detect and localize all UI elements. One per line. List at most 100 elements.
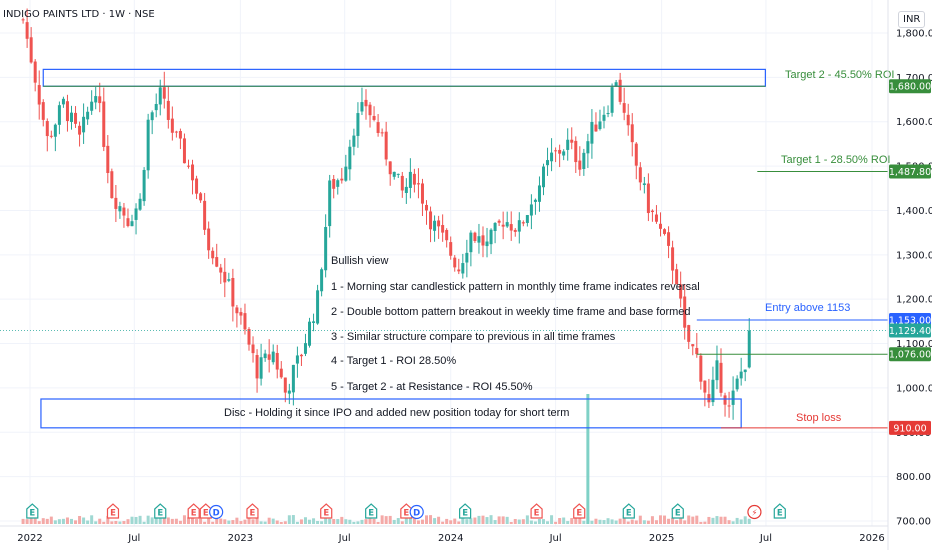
candle-body <box>138 198 142 210</box>
volume-bar <box>41 518 45 524</box>
candle-body <box>199 193 203 201</box>
volume-bar <box>425 515 429 524</box>
volume-bar <box>574 518 578 524</box>
volume-bar <box>719 516 723 524</box>
marker-shape <box>26 503 39 519</box>
volume-bar <box>203 521 207 524</box>
candle-body <box>279 368 283 378</box>
volume-bar <box>312 518 316 524</box>
volume-bar <box>53 520 57 524</box>
candle-body <box>614 82 618 87</box>
candle-body <box>259 357 263 379</box>
volume-bar <box>658 515 662 524</box>
volume-bar <box>215 518 219 524</box>
volume-bar <box>158 516 162 524</box>
volume-bar <box>590 520 594 524</box>
candle-body <box>590 121 594 144</box>
candle-body <box>622 103 626 113</box>
volume-bar <box>683 520 687 524</box>
volume-bar <box>582 520 586 524</box>
candle-body <box>695 347 699 355</box>
earnings-markers: E E E E E D E E E E D E E E E E ⚡ E <box>26 503 786 520</box>
time-axis[interactable]: 2022 Jul 2023 Jul 2024 Jul 2025 Jul 2026 <box>0 525 888 544</box>
candle-body <box>186 165 190 167</box>
candle-body <box>308 321 312 346</box>
time-tick-label: 2024 <box>438 533 463 544</box>
candle-body <box>263 353 267 359</box>
candle-body <box>316 290 320 324</box>
candle-body <box>743 369 747 373</box>
earnings-marker: E <box>26 503 39 519</box>
volume-bar <box>412 516 416 524</box>
price-tag-label: 1,129.40 <box>889 326 931 337</box>
volume-bar <box>473 517 477 524</box>
volume-bar <box>376 521 380 524</box>
time-tick-label: 2026 <box>859 533 884 544</box>
earnings-marker: E <box>530 503 543 519</box>
candle-body <box>400 175 404 191</box>
volume-bar <box>707 516 711 524</box>
volume-bar <box>299 519 303 524</box>
candle-body <box>715 360 719 381</box>
candle-body <box>497 220 501 223</box>
marker-letter: E <box>576 509 582 519</box>
volume-bar <box>400 521 404 524</box>
price-tag: 910.00 <box>889 420 931 435</box>
volume-bar <box>243 519 247 524</box>
candle-body <box>517 220 521 232</box>
candle-body <box>69 112 73 122</box>
price-tick-label: 1,000.00 <box>896 383 932 394</box>
earnings-marker: E <box>365 503 378 519</box>
volume-bar <box>174 518 178 524</box>
volume-bar <box>485 517 489 524</box>
candle-body <box>122 207 126 216</box>
candle-body <box>53 124 57 137</box>
volume-bar <box>328 518 332 524</box>
candle-body <box>324 226 328 271</box>
marker-shape <box>209 504 224 520</box>
marker-shape <box>747 504 762 520</box>
dividend-marker: D <box>409 504 424 520</box>
candle-body <box>174 131 178 133</box>
volume-bar <box>308 519 312 524</box>
marker-shape <box>773 503 786 519</box>
volume-bar <box>570 518 574 524</box>
volume-bar <box>90 515 94 524</box>
marker-letter: E <box>626 509 632 519</box>
candle-body <box>606 113 610 115</box>
volume-bar <box>743 516 747 524</box>
candle-body <box>150 112 154 121</box>
candle-body <box>558 149 562 154</box>
volume-bar <box>384 516 388 524</box>
volume-bar <box>162 516 166 524</box>
candle-body <box>469 232 473 253</box>
volume-bar <box>65 517 69 524</box>
time-tick-label: 2022 <box>17 533 42 544</box>
price-tick-label: 1,200.00 <box>896 295 932 306</box>
marker-shape <box>671 503 684 519</box>
candle-body <box>667 232 671 246</box>
candle-body <box>102 101 106 147</box>
volume-bar <box>61 518 65 524</box>
volume-bar <box>566 521 570 524</box>
price-tag-bg <box>889 420 931 435</box>
volume-bar <box>392 519 396 524</box>
candle-body <box>376 122 380 133</box>
candle-body <box>94 96 98 103</box>
volume-bar <box>614 520 618 524</box>
candle-body <box>429 211 433 230</box>
currency-label[interactable]: INR <box>898 11 926 28</box>
volume-bar <box>715 516 719 524</box>
split-marker: ⚡ <box>747 504 762 520</box>
candle-body <box>332 178 336 189</box>
candle-body <box>364 99 368 107</box>
bullish-point-1: 1 - Morning star candlestick pattern in … <box>331 281 700 293</box>
volume-bar <box>517 519 521 524</box>
bullish-point-3: 3 - Similar structure compare to previou… <box>331 331 616 343</box>
volume-bar <box>453 518 457 524</box>
candle-body <box>275 352 279 370</box>
candle-body <box>158 87 162 105</box>
volume-bar <box>178 520 182 524</box>
candle-body <box>663 229 667 234</box>
